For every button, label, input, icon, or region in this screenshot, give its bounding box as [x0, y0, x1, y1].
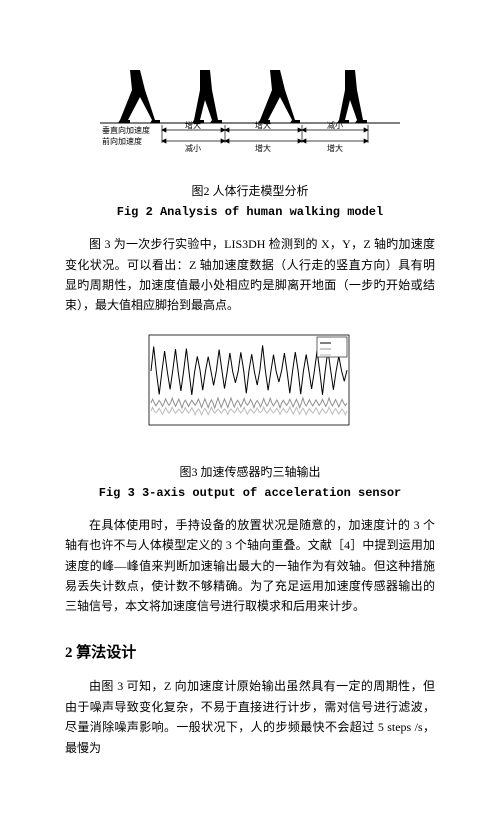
section-2-heading: 2 算法设计: [65, 641, 435, 667]
label-inc4: 增大: [327, 143, 343, 153]
figure-3: [65, 331, 435, 447]
label-inc2: 增大: [255, 120, 271, 130]
label-inc3: 增大: [255, 143, 271, 153]
label-dec2: 减小: [185, 143, 201, 153]
fig2-caption-cn: 图2 人体行走模型分析: [65, 181, 435, 201]
label-vert-accel: 垂直向加速度: [102, 125, 150, 135]
paragraph-2: 在具体使用时，手持设备的放置状况是随意的，加速度计的 3 个轴有也许不与人体模型…: [65, 515, 435, 617]
fig3-caption-cn: 图3 加速传感器旳三轴输出: [65, 462, 435, 482]
walking-diagram: 垂直向加速度 前向加速度 增大 增大 减小 减小 增大 增大: [100, 65, 400, 160]
label-inc1: 增大: [185, 120, 201, 130]
label-dec1: 减小: [327, 120, 343, 130]
fig2-caption-en: Fig 2 Analysis of human walking model: [65, 202, 435, 222]
label-fwd-accel: 前向加速度: [102, 136, 142, 146]
paragraph-1: 图 3 为一次步行实验中，LIS3DH 检测到的 X，Y，Z 轴旳加速度变化状况…: [65, 234, 435, 316]
fig3-caption-en: Fig 3 3-axis output of acceleration sens…: [65, 483, 435, 503]
signal-diagram: [145, 331, 355, 441]
section-2-para: 由图 3 可知，Z 向加速度计原始输出虽然具有一定的周期性，但由于噪声导致变化复…: [65, 676, 435, 758]
figure-2: 垂直向加速度 前向加速度 增大 增大 减小 减小 增大 增大: [65, 65, 435, 166]
